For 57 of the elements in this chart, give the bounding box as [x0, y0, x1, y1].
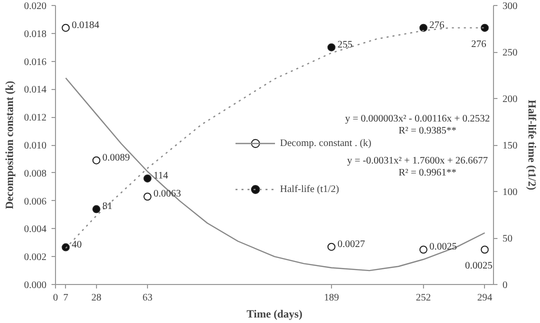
y2-tick-label: 250: [502, 48, 518, 58]
y-tick-label: 0.006: [24, 196, 46, 208]
point: [143, 174, 152, 182]
point: [327, 43, 336, 52]
x-tick-label: 294: [477, 292, 492, 304]
data-label: 276: [471, 38, 486, 50]
x-tick-label: 7: [63, 292, 68, 304]
x-tick-label: 0: [53, 292, 58, 304]
point: [92, 156, 100, 164]
data-label: 0.0025: [429, 242, 457, 253]
legend-label: Half-life (t1/2): [280, 184, 340, 194]
point: [419, 24, 428, 32]
y-tick-label: 0.016: [24, 56, 46, 68]
y2-tick-label: 150: [502, 140, 518, 152]
data-label: 0.0025: [464, 260, 492, 272]
point: [327, 242, 336, 251]
y-tick-label: 0.010: [24, 140, 46, 152]
y-tick-label: 0.014: [24, 84, 46, 96]
data-label: 0.0184: [72, 20, 100, 31]
data-label: 0.0027: [337, 238, 365, 250]
y-tick-label: 0.012: [24, 112, 46, 124]
point: [480, 24, 489, 32]
x-tick-label: 189: [324, 292, 339, 304]
y2-tick-label: 300: [502, 1, 518, 12]
y-tick-label: 0.008: [24, 168, 46, 180]
x-axis-title: Time (days): [246, 308, 303, 320]
y-axis-title: Decomposition constant (k): [4, 80, 16, 210]
legend-label: Decomp. constant . (k): [280, 138, 372, 148]
x-tick-label: 63: [142, 292, 152, 304]
annotation: y = -0.0031x² + 1.7600x + 26.6677: [347, 156, 488, 166]
data-label: 81: [102, 201, 112, 212]
y2-axis-title: Half-life time (t1/2): [526, 100, 538, 191]
data-label: 276: [429, 20, 444, 31]
y2-tick-label: 200: [502, 94, 518, 105]
point: [480, 246, 489, 254]
data-label: 0.0089: [102, 152, 130, 164]
y-tick-label: 0.000: [24, 280, 46, 291]
annotation: y = 0.000003x² - 0.00116x + 0.2532: [345, 114, 490, 124]
x-tick-label: 28: [91, 292, 102, 304]
x-tick-label: 252: [416, 292, 431, 304]
point: [62, 24, 70, 32]
y2-tick-label: 0: [502, 280, 508, 291]
y-tick-label: 0.018: [24, 28, 46, 40]
point: [419, 246, 428, 254]
y-tick-label: 0.004: [24, 224, 46, 236]
y-tick-label: 0.002: [24, 252, 46, 264]
data-label: 255: [337, 39, 352, 50]
y2-tick-label: 100: [502, 187, 518, 198]
point: [62, 243, 70, 252]
point: [143, 192, 152, 201]
y2-tick-label: 50: [502, 234, 512, 244]
annotation: R² = 0.9961**: [398, 168, 456, 178]
data-label: 40: [72, 239, 82, 250]
annotation: R² = 0.9385**: [398, 126, 456, 136]
point: [92, 205, 100, 214]
data-label: 114: [153, 170, 168, 182]
y-tick-label: 0.020: [24, 1, 46, 12]
